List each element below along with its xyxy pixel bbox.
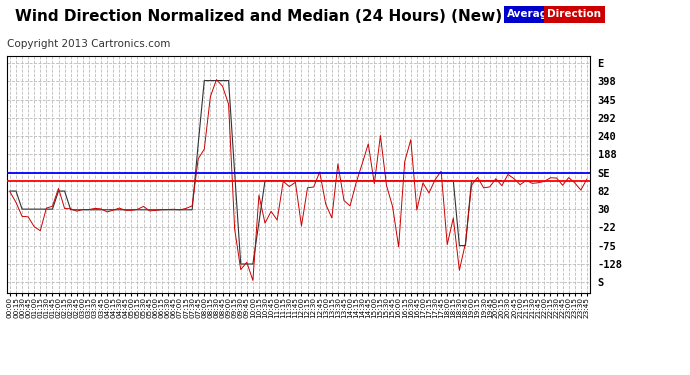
Text: Average: Average <box>507 9 555 20</box>
Text: Copyright 2013 Cartronics.com: Copyright 2013 Cartronics.com <box>7 39 170 50</box>
Text: Direction: Direction <box>547 9 601 20</box>
Text: Wind Direction Normalized and Median (24 Hours) (New) 20130724: Wind Direction Normalized and Median (24… <box>15 9 592 24</box>
